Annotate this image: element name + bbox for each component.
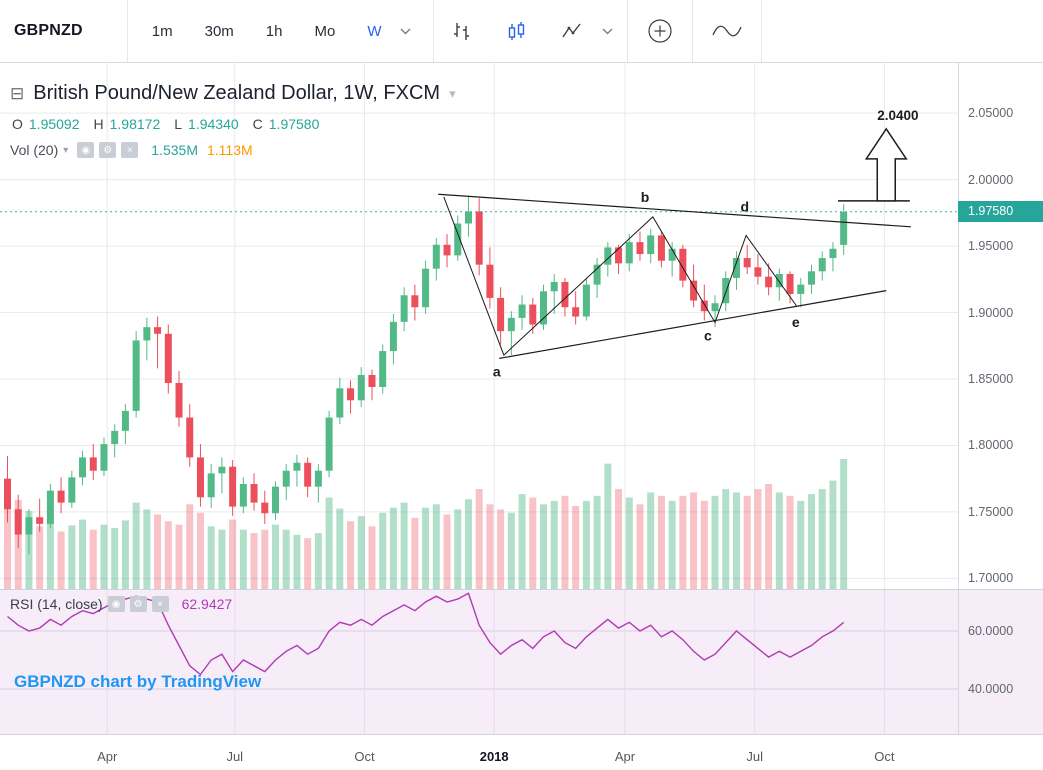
main-legend: ⊟ British Pound/New Zealand Dollar, 1W, … bbox=[10, 82, 456, 158]
svg-text:d: d bbox=[740, 199, 749, 215]
toolbar-separator bbox=[432, 0, 434, 62]
rsi-visibility-icon[interactable]: ◉ bbox=[107, 596, 125, 612]
interval-monthly-button[interactable]: Mo bbox=[314, 22, 336, 40]
volume-row: Vol (20) ▾ ◉ ⚙ × 1.535M 1.113M bbox=[10, 142, 456, 158]
collapse-pane-icon[interactable]: ⊟ bbox=[10, 84, 25, 103]
open-label: O bbox=[12, 116, 23, 132]
close-value: 1.97580 bbox=[268, 116, 320, 132]
rsi-remove-icon[interactable]: × bbox=[151, 596, 169, 612]
time-tick-label: Oct bbox=[354, 749, 375, 764]
rsi-tick-label: 40.0000 bbox=[968, 682, 1014, 696]
top-toolbar: GBPNZD 1m 30m 1h Mo W bbox=[0, 0, 1043, 63]
rsi-indicator-chart[interactable] bbox=[0, 589, 958, 734]
price-tick-label: 1.90000 bbox=[968, 305, 1014, 320]
time-tick-label: Jul bbox=[746, 749, 763, 764]
interval-dropdown-chevron-icon[interactable] bbox=[400, 28, 411, 35]
title-chevron-icon[interactable]: ▾ bbox=[449, 85, 456, 101]
rsi-tick-label: 60.0000 bbox=[968, 624, 1014, 638]
time-tick-label: Jul bbox=[226, 749, 244, 764]
price-tick-label: 2.00000 bbox=[968, 172, 1014, 187]
volume-settings-icon[interactable]: ⚙ bbox=[99, 142, 117, 158]
interval-1h-button[interactable]: 1h bbox=[265, 22, 283, 40]
time-tick-label: Apr bbox=[97, 749, 118, 764]
volume-indicator-label[interactable]: Vol (20) bbox=[10, 142, 59, 158]
volume-visibility-icon[interactable]: ◉ bbox=[77, 142, 95, 158]
main-price-chart[interactable]: a b c d e 2.0400 bbox=[0, 62, 958, 589]
chart-title[interactable]: British Pound/New Zealand Dollar, 1W, FX… bbox=[33, 82, 441, 104]
curve-drawing-tool-icon[interactable] bbox=[693, 21, 761, 41]
high-label: H bbox=[93, 116, 104, 132]
svg-text:c: c bbox=[704, 327, 712, 343]
svg-text:a: a bbox=[493, 363, 501, 379]
bar-chart-style-icon[interactable] bbox=[434, 20, 489, 43]
area-chart-style-icon[interactable] bbox=[544, 20, 600, 43]
rsi-indicator-label[interactable]: RSI (14, close) bbox=[10, 596, 103, 612]
toolbar-separator bbox=[760, 0, 762, 62]
time-axis[interactable]: Apr Jul Oct 2018 Apr Jul Oct bbox=[0, 734, 1043, 770]
high-value: 1.98172 bbox=[109, 116, 161, 132]
rsi-value: 62.9427 bbox=[181, 596, 233, 612]
price-axis[interactable]: 1.97580 2.05000 2.00000 1.95000 1.90000 1.85… bbox=[958, 0, 1043, 769]
price-tick-label: 2.05000 bbox=[968, 106, 1014, 121]
volume-ma-value: 1.113M bbox=[206, 142, 253, 158]
low-value: 1.94340 bbox=[188, 116, 239, 132]
time-tick-label: 2018 bbox=[479, 749, 509, 764]
svg-text:2.0400: 2.0400 bbox=[877, 108, 918, 123]
price-tick-label: 1.85000 bbox=[968, 371, 1014, 386]
price-tick-label: 1.80000 bbox=[968, 438, 1014, 453]
rsi-pane-background bbox=[0, 589, 1043, 734]
toolbar-separator bbox=[691, 0, 693, 62]
price-tick-label: 1.75000 bbox=[968, 504, 1014, 519]
interval-1m-button[interactable]: 1m bbox=[151, 22, 173, 40]
volume-remove-icon[interactable]: × bbox=[121, 142, 139, 158]
volume-value: 1.535M bbox=[151, 142, 198, 158]
time-tick-label: Apr bbox=[614, 749, 636, 764]
svg-text:b: b bbox=[641, 189, 650, 205]
price-tick-label: 1.70000 bbox=[968, 571, 1014, 586]
symbol-button[interactable]: GBPNZD bbox=[14, 22, 83, 39]
ohlc-row: O 1.95092 H 1.98172 L 1.94340 C 1.97580 bbox=[10, 116, 456, 132]
style-dropdown-chevron-icon[interactable] bbox=[602, 28, 613, 35]
price-tick-label: 1.95000 bbox=[968, 239, 1014, 254]
price-axis-divider bbox=[958, 62, 959, 734]
rsi-settings-icon[interactable]: ⚙ bbox=[129, 596, 147, 612]
open-value: 1.95092 bbox=[28, 116, 80, 132]
interval-weekly-button[interactable]: W bbox=[367, 22, 382, 40]
close-label: C bbox=[252, 116, 263, 132]
toolbar-separator bbox=[126, 0, 128, 62]
interval-group: 1m 30m 1h Mo W bbox=[128, 23, 433, 40]
current-price-badge: 1.97580 bbox=[958, 201, 1043, 223]
low-label: L bbox=[174, 116, 183, 132]
pane-divider[interactable] bbox=[0, 589, 1043, 590]
rsi-legend: RSI (14, close) ◉ ⚙ × 62.9427 bbox=[10, 596, 232, 612]
compare-add-icon[interactable] bbox=[628, 17, 692, 45]
legend-title-row: ⊟ British Pound/New Zealand Dollar, 1W, … bbox=[10, 82, 456, 105]
interval-30m-button[interactable]: 30m bbox=[204, 22, 234, 40]
time-tick-label: Oct bbox=[874, 749, 895, 764]
candlestick-style-icon[interactable] bbox=[489, 20, 544, 43]
svg-text:e: e bbox=[792, 314, 800, 330]
volume-chevron-icon[interactable]: ▾ bbox=[63, 144, 69, 156]
toolbar-separator bbox=[626, 0, 628, 62]
tradingview-watermark[interactable]: GBPNZD chart by TradingView bbox=[14, 672, 262, 691]
